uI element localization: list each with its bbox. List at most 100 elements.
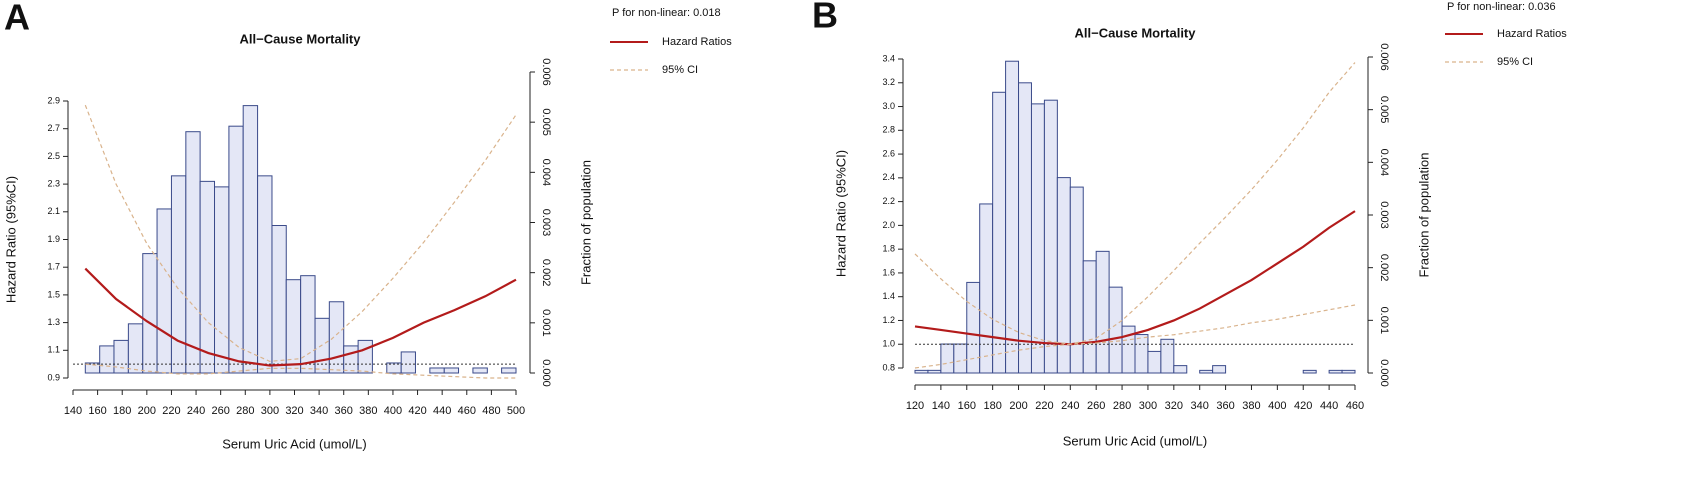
x-tick-label: 240 [187, 405, 205, 417]
y-tick-label: 3.2 [882, 77, 895, 87]
histogram-bar [1095, 250, 1110, 374]
y2-tick-label: 0.006 [1378, 43, 1390, 71]
x-tick-label: 300 [1139, 400, 1157, 412]
x-tick-label: 440 [1320, 400, 1338, 412]
histogram-bar [1005, 60, 1020, 374]
y-tick-label: 2.8 [882, 125, 895, 135]
histogram-bar [927, 369, 942, 374]
chart-title: All−Cause Mortality [1074, 25, 1196, 40]
curve [914, 210, 1356, 346]
histogram-bar [328, 301, 345, 374]
annotation: P for non-linear: 0.018 [612, 7, 721, 19]
y-tick-label: 0.8 [882, 362, 895, 372]
histogram-bar [185, 131, 201, 374]
panel-label: A [4, 0, 30, 38]
y2-tick-label: 0.003 [1378, 201, 1390, 229]
curve [84, 104, 517, 362]
x-tick-label: 460 [1346, 400, 1364, 412]
x-axis-label: Serum Uric Acid (umol/L) [222, 436, 366, 451]
y2-tick-label: 0.000 [540, 359, 552, 387]
histogram-bar [285, 279, 302, 374]
x-tick-label: 440 [433, 405, 451, 417]
histogram-bar [1030, 103, 1045, 374]
legend-label: 95% CI [1497, 56, 1533, 68]
histogram-bar [228, 125, 244, 374]
x-tick-label: 480 [482, 405, 500, 417]
y-axis-label: Hazard Ratio (95%CI) [3, 176, 18, 303]
x-tick-label: 260 [211, 405, 229, 417]
histogram-bar [1173, 365, 1188, 374]
histogram-bar [142, 253, 158, 374]
legend-label: 95% CI [662, 64, 698, 76]
x-tick-label: 200 [1009, 400, 1027, 412]
x-tick-label: 180 [983, 400, 1001, 412]
x-tick-label: 340 [1191, 400, 1209, 412]
legend-label: Hazard Ratios [1497, 28, 1567, 40]
x-axis-label: Serum Uric Acid (umol/L) [1063, 433, 1207, 448]
y-tick-label: 1.1 [47, 345, 60, 355]
histogram-bar [1341, 369, 1356, 374]
y-tick-label: 2.5 [47, 151, 60, 161]
histogram-bar [357, 339, 373, 374]
y-tick-label: 1.9 [47, 234, 60, 244]
histogram-bar [1134, 334, 1149, 374]
y-tick-label: 3.4 [882, 53, 895, 63]
curve [84, 267, 517, 367]
x-tick-label: 460 [458, 405, 476, 417]
histogram-bar [966, 281, 981, 374]
x-tick-label: 300 [261, 405, 279, 417]
x-tick-label: 160 [88, 405, 106, 417]
histogram-bar [271, 225, 287, 374]
y-tick-label: 2.3 [47, 178, 60, 188]
x-tick-label: 280 [1113, 400, 1131, 412]
histogram-bar [979, 203, 994, 374]
x-tick-label: 140 [64, 405, 82, 417]
y-tick-label: 1.2 [882, 315, 895, 325]
y-tick-label: 2.2 [882, 196, 895, 206]
histogram-bar [156, 208, 172, 374]
x-tick-label: 220 [1035, 400, 1053, 412]
chart-title: All−Cause Mortality [239, 31, 361, 46]
y2-tick-label: 0.005 [540, 108, 552, 136]
annotation: P for non-linear: 0.036 [1447, 1, 1556, 13]
histogram-bar [400, 351, 416, 374]
x-tick-label: 380 [1242, 400, 1260, 412]
y-tick-label: 2.4 [882, 172, 895, 182]
y2-axis-label: Fraction of population [1416, 152, 1431, 277]
x-tick-label: 260 [1087, 400, 1105, 412]
y-tick-label: 2.9 [47, 95, 60, 105]
histogram-bar [1212, 365, 1227, 374]
x-tick-label: 120 [906, 400, 924, 412]
y-tick-label: 1.4 [882, 291, 895, 301]
y2-tick-label: 0.005 [1378, 96, 1390, 124]
y2-tick-label: 0.002 [1378, 254, 1390, 282]
curve [85, 363, 516, 379]
histogram-bar [242, 105, 259, 374]
y2-tick-label: 0.000 [1378, 359, 1390, 387]
y-tick-label: 1.7 [47, 262, 60, 272]
y-tick-label: 2.6 [882, 148, 895, 158]
y2-tick-label: 0.001 [1378, 307, 1390, 335]
x-tick-label: 420 [408, 405, 426, 417]
histogram-bar [1018, 82, 1032, 374]
histogram-bar [343, 345, 359, 374]
x-tick-label: 280 [236, 405, 254, 417]
histogram-bar [472, 367, 488, 374]
x-tick-label: 400 [384, 405, 402, 417]
y2-tick-label: 0.004 [1378, 149, 1390, 177]
x-tick-label: 420 [1294, 400, 1312, 412]
y-tick-label: 1.3 [47, 317, 60, 327]
y-tick-label: 1.5 [47, 289, 60, 299]
y2-tick-label: 0.001 [540, 309, 552, 337]
histogram-bar [914, 369, 929, 374]
histogram-bar [429, 367, 445, 374]
y-tick-label: 2.1 [47, 206, 60, 216]
y2-tick-label: 0.002 [540, 259, 552, 287]
histogram-bar [214, 186, 230, 374]
x-tick-label: 360 [335, 405, 353, 417]
histogram-bar [992, 91, 1007, 374]
histogram-bar [300, 275, 316, 374]
x-tick-label: 320 [285, 405, 303, 417]
y-tick-label: 1.6 [882, 267, 895, 277]
